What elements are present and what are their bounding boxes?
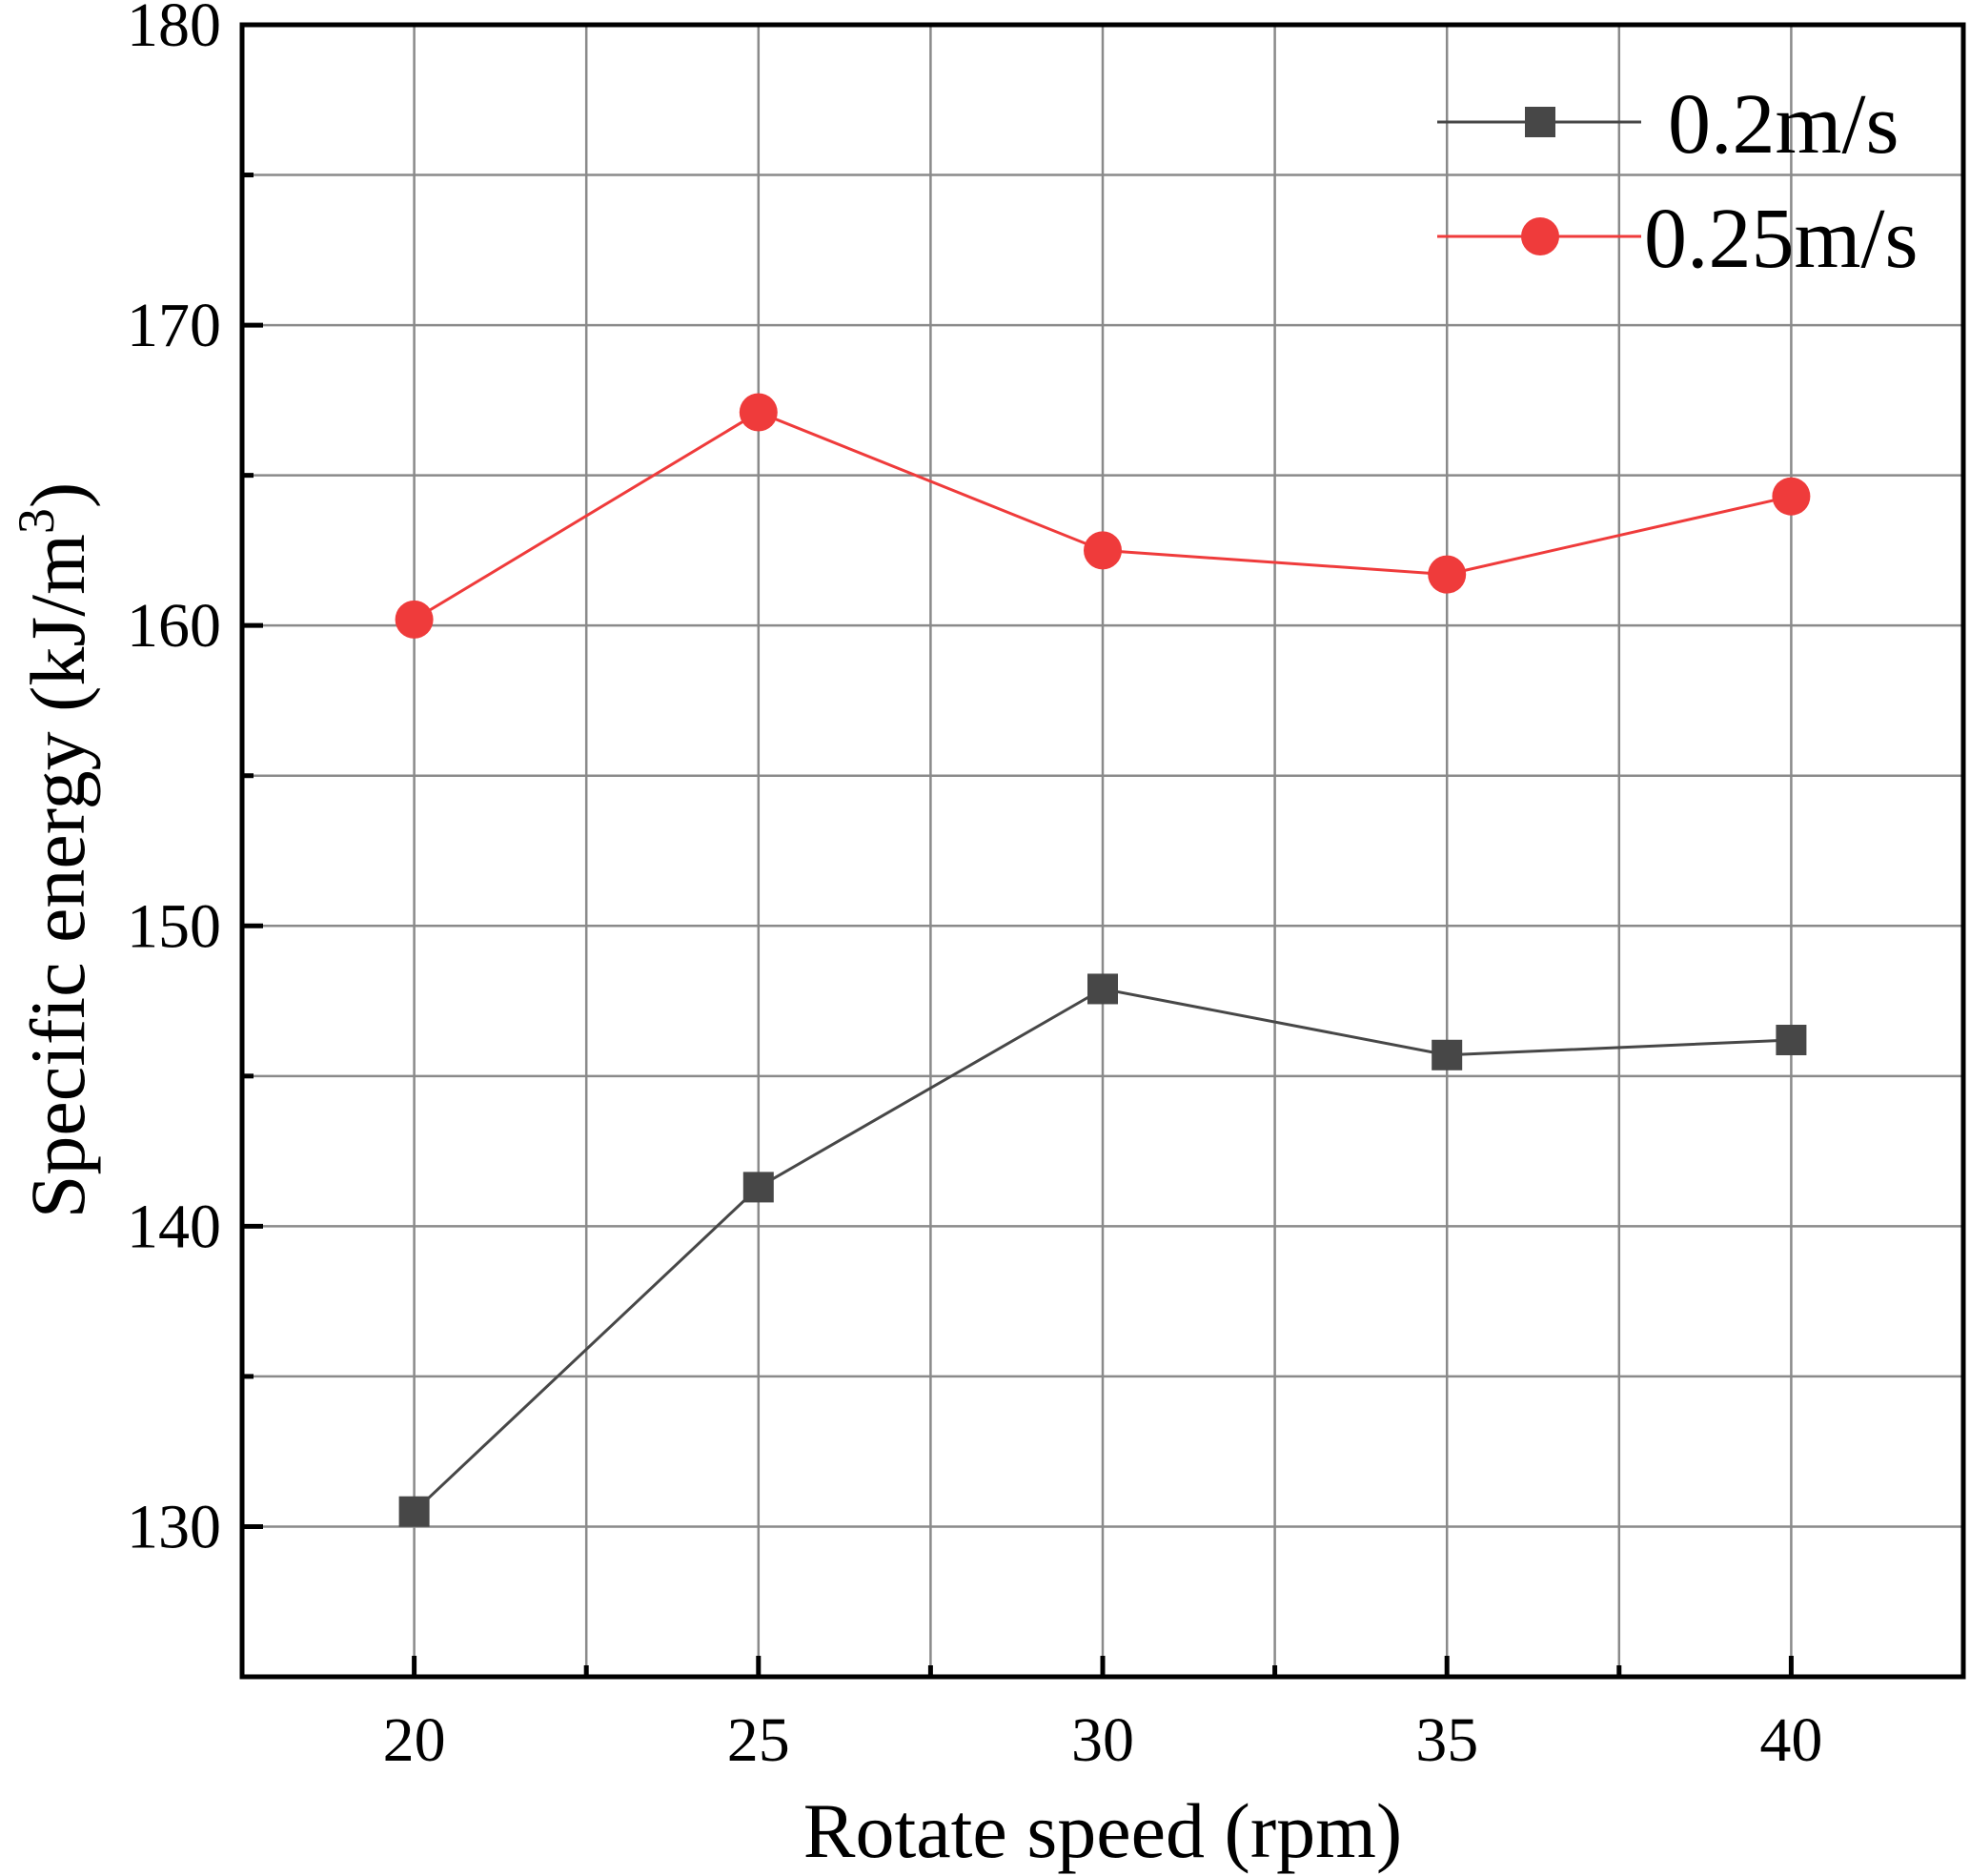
series-2 bbox=[395, 393, 1811, 639]
x-axis-title: Rotate speed (rpm) bbox=[803, 1787, 1402, 1874]
data-point-square bbox=[1087, 973, 1118, 1005]
y-tick-label: 150 bbox=[127, 891, 221, 961]
legend: 0.2m/s 0.25m/s bbox=[1437, 77, 1919, 286]
y-axis-title: Specific energy (kJ/m3) bbox=[8, 482, 101, 1218]
legend-label: 0.2m/s bbox=[1668, 77, 1899, 172]
data-point-circle bbox=[1428, 555, 1467, 594]
legend-square-marker bbox=[1525, 107, 1555, 137]
data-point-circle bbox=[395, 600, 434, 639]
x-tick-label: 25 bbox=[727, 1705, 790, 1775]
y-tick-label: 140 bbox=[127, 1192, 221, 1261]
data-point-circle bbox=[739, 393, 778, 432]
series-layer bbox=[395, 393, 1811, 1527]
legend-item-2: 0.25m/s bbox=[1437, 192, 1919, 286]
data-point-circle bbox=[1772, 477, 1811, 516]
y-tick-label: 130 bbox=[127, 1492, 221, 1561]
data-point-square bbox=[1776, 1025, 1807, 1056]
y-tick-label: 160 bbox=[127, 591, 221, 661]
x-tick-label: 35 bbox=[1415, 1705, 1478, 1775]
ticks: 20 25 30 35 40 130 140 150 160 170 180 bbox=[127, 0, 1822, 1775]
grid bbox=[242, 25, 1963, 1677]
series-1 bbox=[398, 973, 1807, 1527]
legend-item-1: 0.2m/s bbox=[1437, 77, 1899, 172]
x-tick-label: 20 bbox=[383, 1705, 446, 1775]
data-point-square bbox=[1432, 1039, 1463, 1071]
data-point-square bbox=[742, 1172, 774, 1203]
legend-circle-marker bbox=[1521, 217, 1559, 255]
legend-label: 0.25m/s bbox=[1644, 192, 1919, 286]
data-point-square bbox=[398, 1496, 430, 1527]
x-tick-label: 30 bbox=[1071, 1705, 1134, 1775]
data-point-circle bbox=[1084, 531, 1122, 570]
x-tick-label: 40 bbox=[1759, 1705, 1822, 1775]
plot-frame bbox=[239, 22, 1966, 1680]
y-tick-label: 180 bbox=[127, 0, 221, 60]
y-tick-label: 170 bbox=[127, 291, 221, 360]
